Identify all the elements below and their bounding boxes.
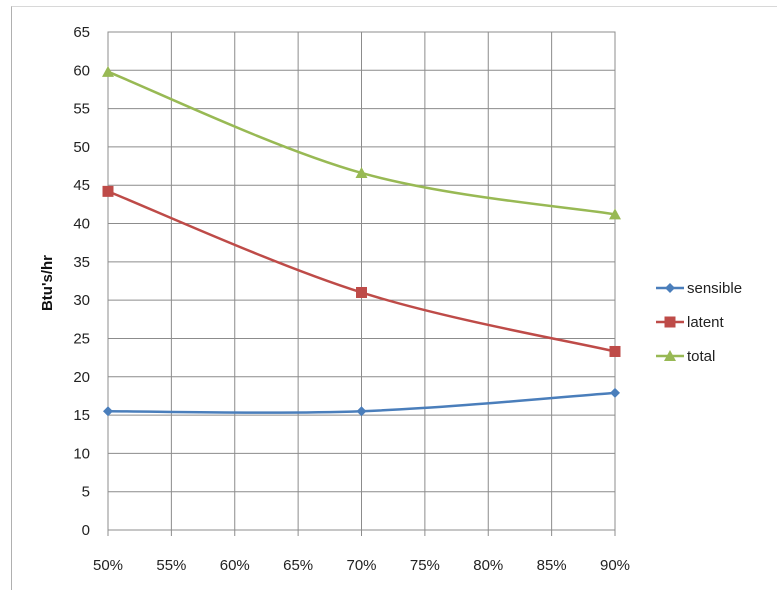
grid-lines <box>107 31 616 536</box>
chart-frame <box>11 6 777 590</box>
legend-label: total <box>687 348 715 365</box>
y-tick-label: 5 <box>82 484 90 501</box>
y-tick-label: 40 <box>73 216 90 233</box>
y-tick-label: 35 <box>73 254 90 271</box>
y-tick-label: 25 <box>73 330 90 347</box>
data-point-latent <box>102 185 114 197</box>
y-tick-label: 10 <box>73 445 90 462</box>
series-total <box>102 65 621 220</box>
series-sensible <box>103 387 620 417</box>
series-group <box>102 65 621 417</box>
x-axis-ticks: 50% 55% 60% 65% 70% 75% 80% 85% 90% <box>93 557 630 574</box>
data-point-total <box>355 166 368 178</box>
data-point-latent <box>356 286 367 298</box>
x-tick-label: 70% <box>346 557 376 574</box>
y-tick-label: 15 <box>73 407 90 424</box>
y-tick-label: 0 <box>82 522 90 539</box>
data-point-sensible <box>610 387 620 398</box>
data-point-sensible <box>103 406 113 417</box>
y-axis-label: Btu's/hr <box>39 255 56 311</box>
x-tick-label: 80% <box>473 557 503 574</box>
legend-marker <box>664 350 676 361</box>
y-tick-label: 45 <box>73 177 90 194</box>
x-tick-label: 90% <box>600 557 630 574</box>
x-tick-label: 85% <box>537 557 567 574</box>
legend-marker <box>665 283 675 293</box>
x-tick-label: 65% <box>283 557 313 574</box>
data-point-total <box>102 65 114 77</box>
legend-item-sensible: sensible <box>656 280 742 297</box>
y-tick-label: 55 <box>73 101 90 118</box>
x-tick-label: 50% <box>93 557 123 574</box>
x-tick-label: 60% <box>220 557 250 574</box>
y-tick-label: 20 <box>73 369 90 386</box>
x-tick-label: 55% <box>156 557 186 574</box>
legend-item-latent: latent <box>656 314 725 331</box>
y-tick-label: 60 <box>73 62 90 79</box>
legend: sensible latent total <box>656 280 742 365</box>
x-tick-label: 75% <box>410 557 440 574</box>
y-axis-ticks: 0 5 10 15 20 25 30 35 40 45 50 55 60 65 <box>73 24 90 539</box>
y-tick-label: 50 <box>73 139 90 156</box>
data-point-latent <box>609 345 621 357</box>
legend-label: latent <box>687 314 725 331</box>
data-point-sensible <box>356 406 367 417</box>
y-tick-label: 30 <box>73 292 90 309</box>
data-point-total <box>609 208 621 220</box>
y-tick-label: 65 <box>73 24 90 41</box>
legend-marker <box>664 316 676 328</box>
legend-label: sensible <box>687 280 742 297</box>
legend-item-total: total <box>656 348 715 365</box>
plot-area-border <box>107 31 616 531</box>
series-latent <box>102 185 621 357</box>
